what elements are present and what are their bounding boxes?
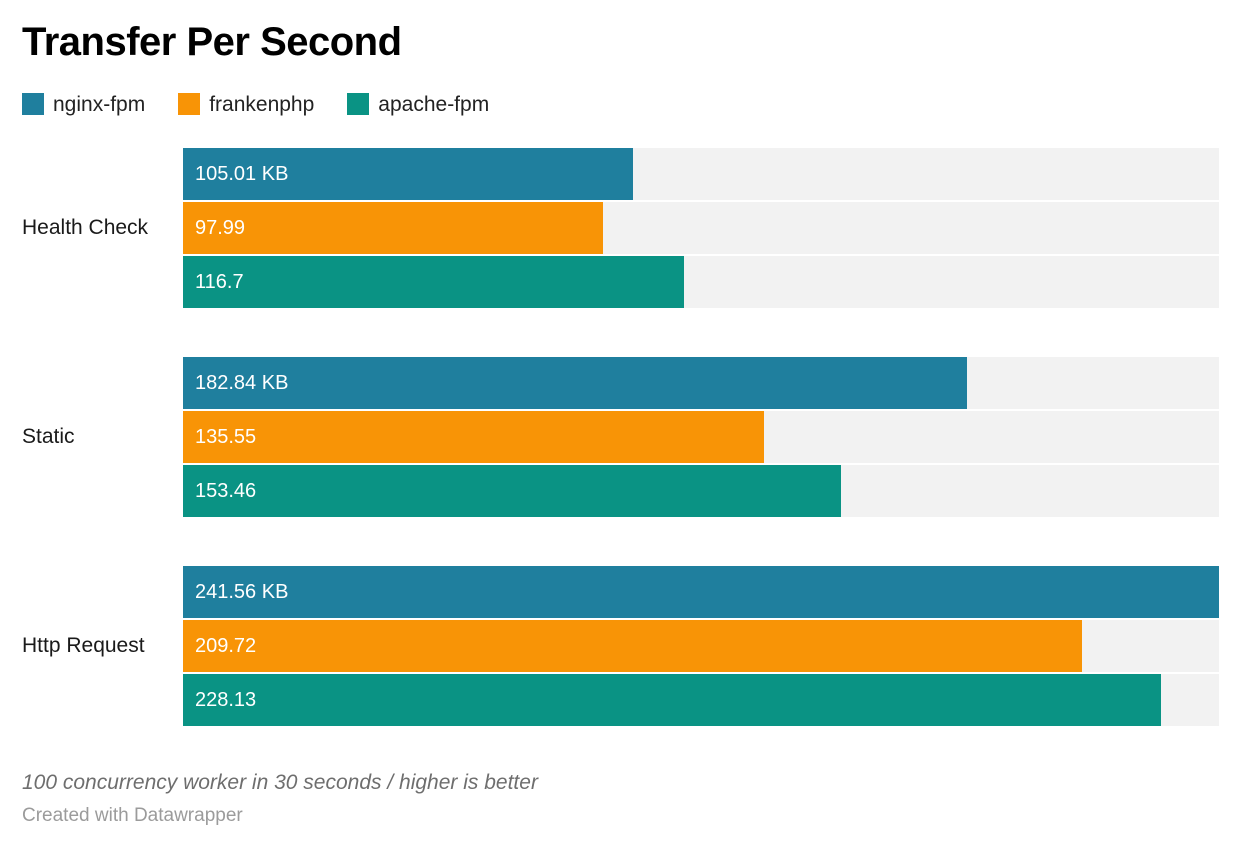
- bar-track: 116.7: [183, 256, 1219, 308]
- bar-track: 105.01 KB: [183, 148, 1219, 200]
- legend: nginx-fpm frankenphp apache-fpm: [22, 92, 1219, 115]
- legend-item-frankenphp: frankenphp: [178, 92, 314, 115]
- chart-group: Static 182.84 KB 135.55 153.46: [22, 357, 1219, 517]
- bar-frankenphp: 209.72: [183, 620, 1083, 672]
- bar-value-label: 105.01 KB: [195, 163, 289, 185]
- bar-apache-fpm: 116.7: [183, 256, 684, 308]
- bar-track: 135.55: [183, 411, 1219, 463]
- bar-track: 228.13: [183, 674, 1219, 726]
- chart-title: Transfer Per Second: [22, 20, 402, 64]
- legend-item-nginx-fpm: nginx-fpm: [22, 92, 145, 115]
- category-label: Http Request: [22, 634, 145, 657]
- bar-track: 209.72: [183, 620, 1219, 672]
- bar-apache-fpm: 153.46: [183, 465, 842, 517]
- bar-frankenphp: 97.99: [183, 202, 604, 254]
- bar-track: 153.46: [183, 465, 1219, 517]
- bar-value-label: 116.7: [195, 271, 244, 293]
- bar-value-label: 228.13: [195, 689, 257, 711]
- bar-nginx-fpm: 241.56 KB: [183, 566, 1219, 618]
- bar-track: 182.84 KB: [183, 357, 1219, 409]
- bar-value-label: 209.72: [195, 635, 257, 657]
- bar-chart: Health Check 105.01 KB 97.99 116.7 Static 182…: [22, 148, 1219, 726]
- bar-nginx-fpm: 105.01 KB: [183, 148, 634, 200]
- bar-track: 241.56 KB: [183, 566, 1219, 618]
- bar-nginx-fpm: 182.84 KB: [183, 357, 968, 409]
- chart-group: Health Check 105.01 KB 97.99 116.7: [22, 148, 1219, 308]
- datawrapper-credit: Created with Datawrapper: [22, 805, 243, 826]
- bar-group: 182.84 KB 135.55 153.46: [183, 357, 1219, 517]
- bar-track: 97.99: [183, 202, 1219, 254]
- bar-group: 241.56 KB 209.72 228.13: [183, 566, 1219, 726]
- bar-frankenphp: 135.55: [183, 411, 765, 463]
- chart-group: Http Request 241.56 KB 209.72 228.13: [22, 566, 1219, 726]
- bar-apache-fpm: 228.13: [183, 674, 1162, 726]
- bar-value-label: 182.84 KB: [195, 372, 289, 394]
- bar-value-label: 97.99: [195, 217, 246, 239]
- legend-label: nginx-fpm: [53, 93, 146, 116]
- legend-swatch-frankenphp: [178, 92, 201, 115]
- legend-item-apache-fpm: apache-fpm: [347, 92, 489, 115]
- bar-value-label: 135.55: [195, 426, 257, 448]
- legend-swatch-apache-fpm: [347, 92, 370, 115]
- category-label: Static: [22, 425, 75, 448]
- bar-value-label: 153.46: [195, 480, 257, 502]
- footer-note: 100 concurrency worker in 30 seconds / h…: [22, 771, 538, 794]
- legend-label: apache-fpm: [378, 93, 490, 116]
- legend-swatch-nginx-fpm: [22, 92, 44, 115]
- bar-value-label: 241.56 KB: [195, 581, 289, 603]
- legend-label: frankenphp: [209, 93, 315, 116]
- bar-group: 105.01 KB 97.99 116.7: [183, 148, 1219, 308]
- category-label: Health Check: [22, 216, 149, 239]
